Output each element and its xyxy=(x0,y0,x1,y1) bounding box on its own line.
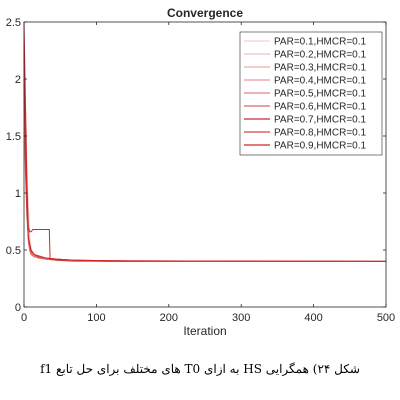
legend: PAR=0.1,HMCR=0.1 PAR=0.2,HMCR=0.1 PAR=0.3,… xyxy=(239,31,383,156)
y-tick-label: 1 xyxy=(15,188,21,200)
y-tick-label: 0 xyxy=(15,302,21,314)
x-axis-label: Iteration xyxy=(183,324,226,338)
legend-label: PAR=0.6,HMCR=0.1 xyxy=(274,102,367,113)
series-line-9 xyxy=(23,44,387,262)
legend-label: PAR=0.2,HMCR=0.1 xyxy=(274,50,367,61)
legend-label: PAR=0.8,HMCR=0.1 xyxy=(274,128,367,139)
y-tick-label: 2 xyxy=(15,74,21,86)
figure-caption: شکل ۲۴) همگرایی HS به ازای T0 های مختلف … xyxy=(40,362,360,376)
legend-label: PAR=0.4,HMCR=0.1 xyxy=(274,76,367,87)
x-tick-label: 500 xyxy=(377,312,395,324)
y-tick-label: 1.5 xyxy=(6,131,21,143)
legend-label: PAR=0.1,HMCR=0.1 xyxy=(274,37,367,48)
legend-label: PAR=0.5,HMCR=0.1 xyxy=(274,89,367,100)
y-tick-label: 0.5 xyxy=(6,245,21,257)
legend-label: PAR=0.9,HMCR=0.1 xyxy=(274,141,367,152)
x-tick-label: 100 xyxy=(87,312,105,324)
x-tick-label: 0 xyxy=(21,312,27,324)
chart-title: Convergence xyxy=(167,6,243,20)
axes-layer: 0 100 200 300 400 500 0 0.5 1 1.5 2 2.5 xyxy=(6,17,395,324)
x-tick-label: 200 xyxy=(160,312,178,324)
y-tick-label: 2.5 xyxy=(6,17,21,29)
plot-frame xyxy=(23,21,387,308)
legend-label: PAR=0.3,HMCR=0.1 xyxy=(274,63,367,74)
x-tick-label: 300 xyxy=(232,312,250,324)
legend-label: PAR=0.7,HMCR=0.1 xyxy=(274,115,367,126)
x-tick-label: 400 xyxy=(304,312,322,324)
